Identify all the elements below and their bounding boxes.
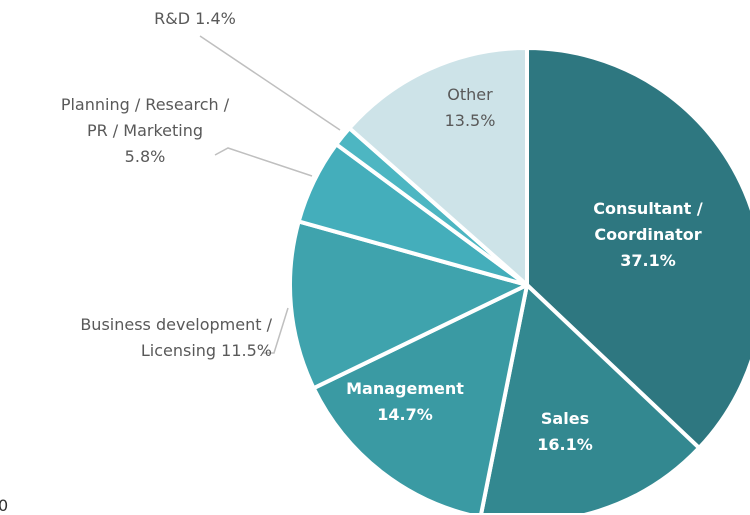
slice-label: Business development / Licensing 11.5% bbox=[10, 312, 272, 364]
value-label: 5.8% bbox=[124, 147, 166, 166]
slice-label: Sales 16.1% bbox=[505, 406, 625, 458]
pie-slice bbox=[479, 283, 702, 513]
value-label: 16.1% bbox=[537, 435, 593, 454]
pie-slice bbox=[525, 46, 750, 450]
pie-slice bbox=[288, 219, 529, 391]
value-label: 11.5% bbox=[221, 341, 272, 360]
category-label: Consultant / Coordinator bbox=[593, 199, 703, 244]
fragment-text: 0 bbox=[0, 496, 9, 515]
slice-label: Planning / Research / PR / Marketing 5.8% bbox=[55, 92, 235, 170]
pie-slice bbox=[311, 283, 529, 513]
slice-label: Other 13.5% bbox=[395, 82, 545, 134]
pie-slice bbox=[347, 46, 529, 287]
category-label: Planning / Research / PR / Marketing bbox=[60, 95, 230, 140]
slice-label: Management 14.7% bbox=[320, 376, 490, 428]
leader-line bbox=[199, 35, 341, 131]
slices bbox=[288, 46, 750, 513]
slice-label: R&D 1.4% bbox=[120, 6, 270, 32]
category-label: Other bbox=[447, 85, 493, 104]
leader-line bbox=[214, 147, 313, 177]
value-label: 14.7% bbox=[377, 405, 433, 424]
category-label: Sales bbox=[540, 409, 590, 428]
slice-label: Consultant / Coordinator 37.1% bbox=[568, 196, 728, 274]
category-label: Business development / Licensing bbox=[80, 315, 272, 360]
leader-line bbox=[262, 307, 289, 354]
category-label: R&D bbox=[154, 9, 191, 28]
category-label: Management bbox=[346, 379, 464, 398]
value-label: 13.5% bbox=[444, 111, 496, 130]
value-label: 37.1% bbox=[620, 251, 676, 270]
value-label: 1.4% bbox=[195, 9, 236, 28]
